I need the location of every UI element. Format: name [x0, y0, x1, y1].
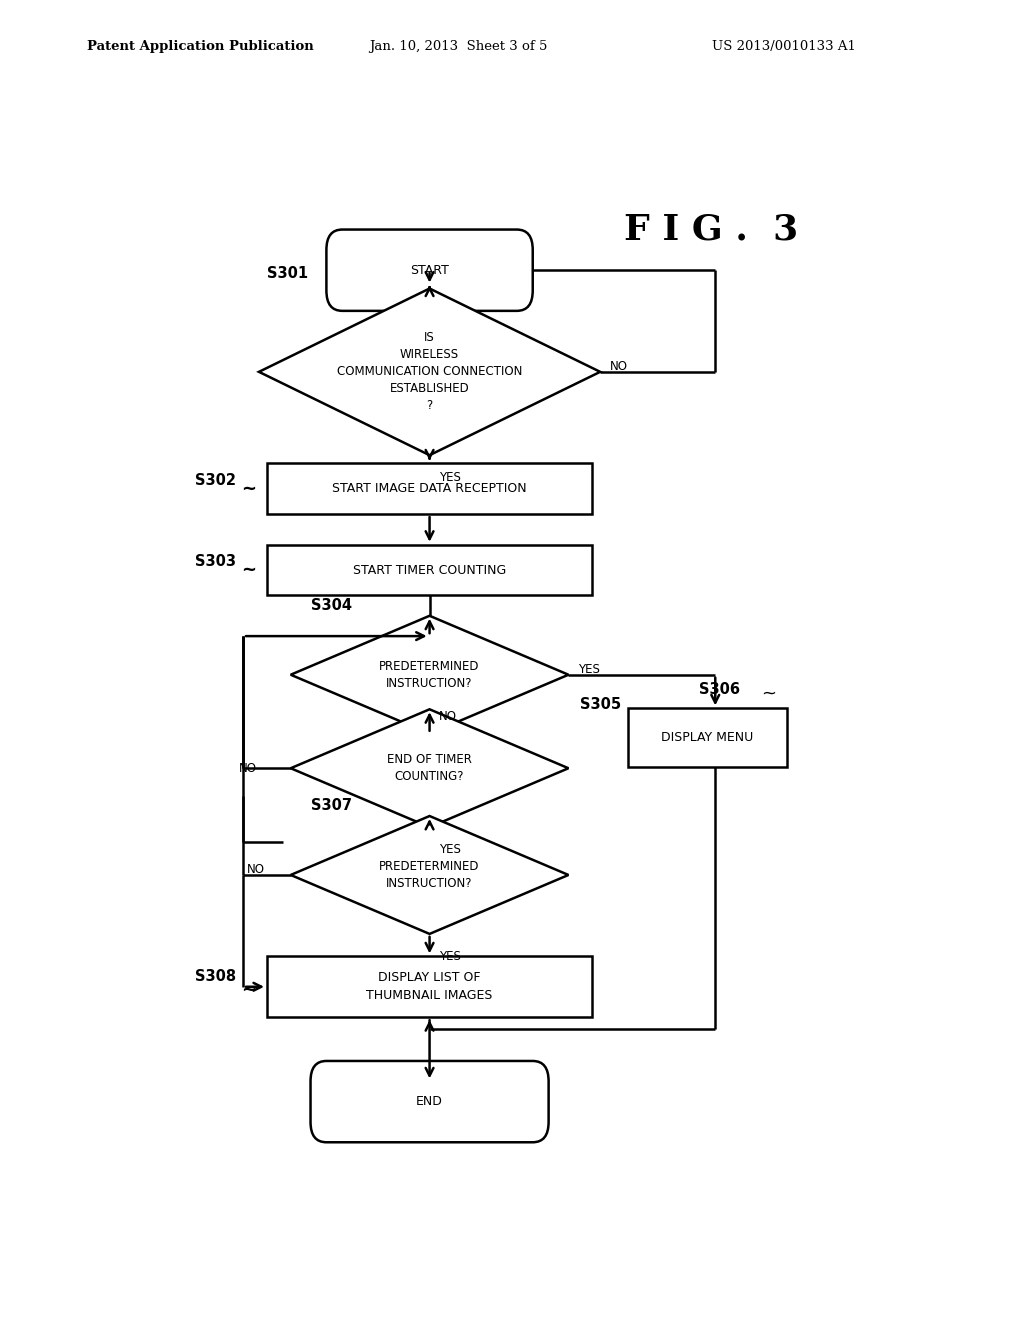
Text: S308: S308	[196, 969, 237, 985]
Polygon shape	[291, 709, 568, 828]
Text: PREDETERMINED
INSTRUCTION?: PREDETERMINED INSTRUCTION?	[379, 660, 480, 690]
Text: NO: NO	[247, 863, 265, 876]
Polygon shape	[259, 289, 600, 455]
FancyBboxPatch shape	[310, 1061, 549, 1142]
Polygon shape	[291, 816, 568, 935]
Text: S301: S301	[267, 265, 308, 281]
Text: F I G .  3: F I G . 3	[625, 213, 799, 247]
FancyBboxPatch shape	[327, 230, 532, 312]
Bar	[267, 463, 592, 515]
Text: ~: ~	[242, 479, 256, 498]
Text: YES: YES	[439, 471, 461, 484]
Text: Jan. 10, 2013  Sheet 3 of 5: Jan. 10, 2013 Sheet 3 of 5	[369, 40, 547, 53]
Polygon shape	[291, 615, 568, 734]
Text: PREDETERMINED
INSTRUCTION?: PREDETERMINED INSTRUCTION?	[379, 859, 480, 890]
Text: Patent Application Publication: Patent Application Publication	[87, 40, 313, 53]
Text: DISPLAY LIST OF
THUMBNAIL IMAGES: DISPLAY LIST OF THUMBNAIL IMAGES	[367, 972, 493, 1002]
Text: S302: S302	[196, 473, 237, 488]
Text: ~: ~	[761, 684, 776, 702]
Text: YES: YES	[439, 950, 461, 962]
Text: ~: ~	[242, 561, 256, 579]
Text: S305: S305	[581, 697, 622, 711]
Bar	[267, 545, 592, 595]
Text: US 2013/0010133 A1: US 2013/0010133 A1	[712, 40, 856, 53]
Text: S303: S303	[196, 554, 237, 569]
Text: DISPLAY MENU: DISPLAY MENU	[662, 731, 754, 744]
Text: IS
WIRELESS
COMMUNICATION CONNECTION
ESTABLISHED
?: IS WIRELESS COMMUNICATION CONNECTION EST…	[337, 331, 522, 412]
Text: S306: S306	[699, 682, 740, 697]
Text: END OF TIMER
COUNTING?: END OF TIMER COUNTING?	[387, 754, 472, 783]
Text: START IMAGE DATA RECEPTION: START IMAGE DATA RECEPTION	[332, 482, 527, 495]
Text: NO: NO	[439, 710, 457, 723]
Text: YES: YES	[439, 843, 461, 857]
Text: START: START	[411, 264, 449, 277]
Text: END: END	[416, 1096, 443, 1107]
Text: START TIMER COUNTING: START TIMER COUNTING	[353, 564, 506, 577]
Text: NO: NO	[239, 762, 257, 775]
Text: S304: S304	[310, 598, 351, 612]
Text: S307: S307	[310, 799, 351, 813]
Bar	[628, 709, 786, 767]
Text: ~: ~	[242, 981, 256, 999]
Text: YES: YES	[578, 663, 600, 676]
Bar	[267, 956, 592, 1018]
Text: NO: NO	[609, 360, 628, 374]
